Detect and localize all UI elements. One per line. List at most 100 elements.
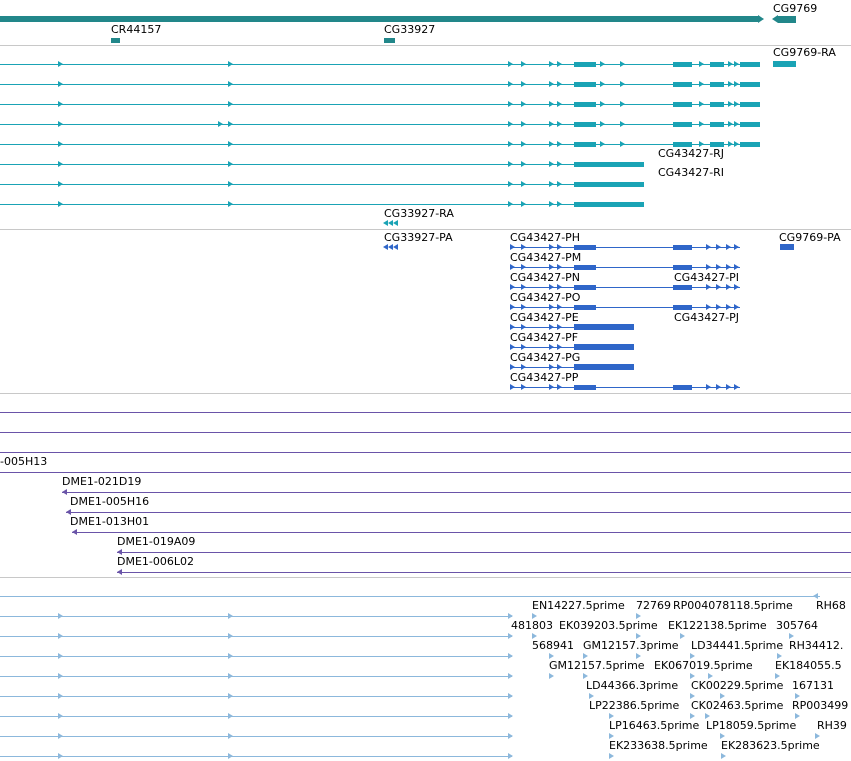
protein-block[interactable] — [673, 245, 692, 250]
exon-block[interactable] — [710, 122, 724, 127]
est-line[interactable] — [0, 736, 512, 737]
exon-block[interactable] — [710, 142, 724, 147]
est-line[interactable] — [0, 676, 512, 677]
est-line[interactable] — [0, 596, 820, 597]
clone-line[interactable] — [0, 472, 851, 473]
gene-label-cr44157[interactable]: CR44157 — [111, 23, 162, 36]
est-line[interactable] — [0, 656, 512, 657]
transcript-row-line[interactable] — [0, 184, 644, 185]
protein-block[interactable] — [574, 305, 596, 310]
clone-label-dme1-005h16[interactable]: DME1-005H16 — [70, 495, 150, 508]
clone-label-dme1-019a09[interactable]: DME1-019A09 — [117, 535, 196, 548]
est-label[interactable]: LD34441.5prime — [691, 639, 784, 652]
est-label[interactable]: 167131 — [792, 679, 834, 692]
est-label[interactable]: RP004078118.5prime — [673, 599, 793, 612]
exon-block[interactable] — [673, 142, 692, 147]
protein-row-line[interactable] — [510, 247, 740, 248]
est-label[interactable]: EN14227.5prime — [532, 599, 625, 612]
est-label[interactable]: LP16463.5prime — [609, 719, 700, 732]
transcript-cg33927-ra-arrows[interactable] — [383, 220, 399, 226]
clone-line[interactable] — [66, 512, 851, 513]
protein-label-cg43427-pn[interactable]: CG43427-PN — [510, 271, 581, 284]
est-label[interactable]: RH34412. — [789, 639, 844, 652]
clone-line[interactable] — [62, 492, 851, 493]
protein-block[interactable] — [574, 364, 634, 370]
est-label[interactable]: EK067019.5prime — [654, 659, 753, 672]
gene-label-cg9769[interactable]: CG9769 — [773, 2, 818, 15]
protein-row-line[interactable] — [510, 307, 740, 308]
est-label[interactable]: 72769 — [636, 599, 671, 612]
exon-block[interactable] — [740, 82, 760, 87]
exon-block[interactable] — [740, 142, 760, 147]
transcript-row-line[interactable] — [0, 204, 644, 205]
transcript-label-cg9769-ra[interactable]: CG9769-RA — [773, 46, 836, 59]
protein-row-line[interactable] — [510, 367, 634, 368]
exon-block[interactable] — [574, 142, 596, 147]
est-label[interactable]: LP22386.5prime — [589, 699, 680, 712]
est-label[interactable]: RH39 — [817, 719, 847, 732]
exon-block[interactable] — [673, 102, 692, 107]
est-label[interactable]: EK184055.5 — [775, 659, 842, 672]
protein-label-cg9769-pa[interactable]: CG9769-PA — [779, 231, 841, 244]
protein-label-cg43427-pm[interactable]: CG43427-PM — [510, 251, 582, 264]
gene-cg9769-right-block[interactable] — [778, 16, 796, 23]
transcript-label-cg43427-rj[interactable]: CG43427-RJ — [658, 147, 725, 160]
protein-label-cg43427-pf[interactable]: CG43427-PF — [510, 331, 579, 344]
protein-row-line[interactable] — [510, 347, 634, 348]
protein-label-cg43427-ph[interactable]: CG43427-PH — [510, 231, 581, 244]
protein-label-cg33927-pa[interactable]: CG33927-PA — [384, 231, 453, 244]
transcript-cg9769-ra-block[interactable] — [773, 61, 796, 67]
est-label[interactable]: LP18059.5prime — [706, 719, 797, 732]
exon-block[interactable] — [710, 82, 724, 87]
protein-row-line[interactable] — [510, 387, 740, 388]
gene-cg33927-block[interactable] — [384, 38, 395, 43]
est-label[interactable]: RH68 — [816, 599, 846, 612]
exon-block[interactable] — [673, 62, 692, 67]
protein-label-cg43427-pi[interactable]: CG43427-PI — [674, 271, 740, 284]
transcript-row-line[interactable] — [0, 144, 760, 145]
protein-block[interactable] — [574, 344, 634, 350]
transcript-row-line[interactable] — [0, 64, 760, 65]
est-line[interactable] — [0, 756, 512, 757]
clone-label-dme1-006l02[interactable]: DME1-006L02 — [117, 555, 194, 568]
exon-block[interactable] — [574, 102, 596, 107]
protein-row-line[interactable] — [510, 267, 740, 268]
protein-label-cg43427-pj[interactable]: CG43427-PJ — [674, 311, 740, 324]
est-label[interactable]: 481803 — [511, 619, 553, 632]
est-label[interactable]: 305764 — [776, 619, 818, 632]
est-line[interactable] — [0, 636, 512, 637]
exon-block[interactable] — [710, 102, 724, 107]
exon-block[interactable] — [574, 82, 596, 87]
clone-line[interactable] — [0, 412, 851, 413]
transcript-row-line[interactable] — [0, 84, 760, 85]
clone-line[interactable] — [72, 532, 851, 533]
transcript-label-cg43427-ri[interactable]: CG43427-RI — [658, 166, 725, 179]
exon-block[interactable] — [574, 162, 644, 167]
exon-block[interactable] — [740, 122, 760, 127]
est-label[interactable]: GM12157.3prime — [583, 639, 679, 652]
est-label[interactable]: EK283623.5prime — [721, 739, 820, 752]
transcript-row-line[interactable] — [0, 164, 644, 165]
transcript-row-line[interactable] — [0, 104, 760, 105]
est-line[interactable] — [0, 696, 512, 697]
est-label[interactable]: CK00229.5prime — [691, 679, 784, 692]
est-line[interactable] — [0, 616, 512, 617]
exon-block[interactable] — [574, 62, 596, 67]
protein-block[interactable] — [574, 324, 634, 330]
gene-cr44157-block[interactable] — [111, 38, 120, 43]
gene-cg9769-bar[interactable] — [0, 16, 758, 22]
protein-row-line[interactable] — [510, 327, 634, 328]
est-label[interactable]: GM12157.5prime — [549, 659, 645, 672]
protein-label-cg43427-pe[interactable]: CG43427-PE — [510, 311, 579, 324]
clone-label-dme1-013h01[interactable]: DME1-013H01 — [70, 515, 150, 528]
protein-block[interactable] — [574, 245, 596, 250]
protein-block[interactable] — [673, 305, 692, 310]
transcript-row-line[interactable] — [0, 124, 760, 125]
exon-block[interactable] — [574, 202, 644, 207]
clone-label-005h13[interactable]: -005H13 — [0, 455, 48, 468]
est-line[interactable] — [0, 716, 512, 717]
exon-block[interactable] — [673, 122, 692, 127]
protein-block[interactable] — [780, 244, 794, 250]
protein-block[interactable] — [574, 385, 596, 390]
gene-label-cg33927[interactable]: CG33927 — [384, 23, 436, 36]
